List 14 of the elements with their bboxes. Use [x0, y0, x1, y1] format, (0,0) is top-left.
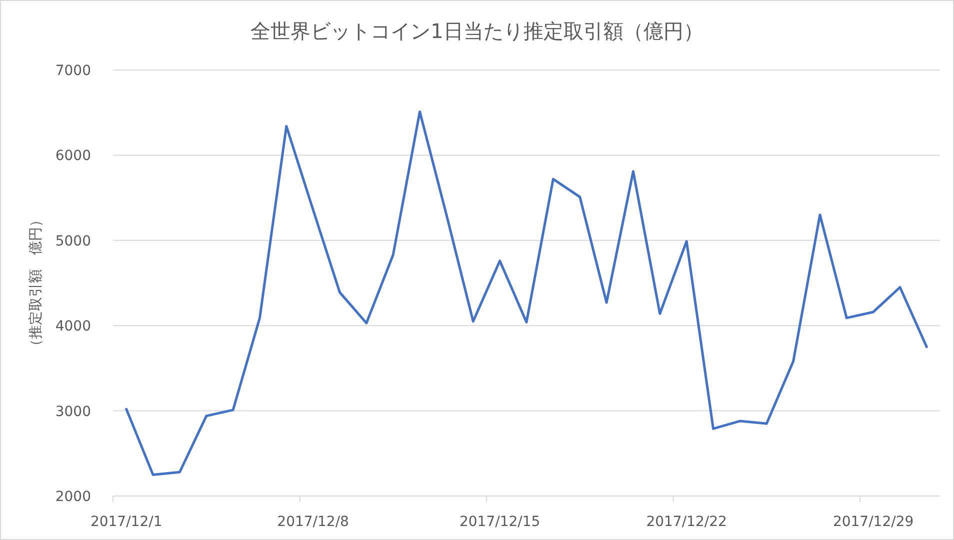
y-tick-label: 2000 [55, 489, 91, 505]
x-tick-label: 2017/12/29 [832, 514, 914, 530]
line-series [125, 110, 928, 476]
y-tick-label: 5000 [55, 233, 91, 250]
x-tick-label: 2017/12/22 [646, 514, 727, 530]
x-tick-label: 2017/12/8 [277, 514, 349, 530]
y-tick-label: 7000 [55, 63, 91, 79]
x-tick-label: 2017/12/1 [90, 514, 162, 530]
x-tick-label: 2017/12/15 [459, 514, 540, 530]
chart-title: 全世界ビットコイン1日当たり推定取引額（億円） [250, 19, 704, 43]
y-tick-label: 4000 [55, 318, 91, 335]
y-tick-label: 6000 [55, 148, 91, 164]
y-tick-label: 3000 [55, 404, 91, 420]
y-axis-title: （推定取引額 億円） [28, 213, 44, 353]
